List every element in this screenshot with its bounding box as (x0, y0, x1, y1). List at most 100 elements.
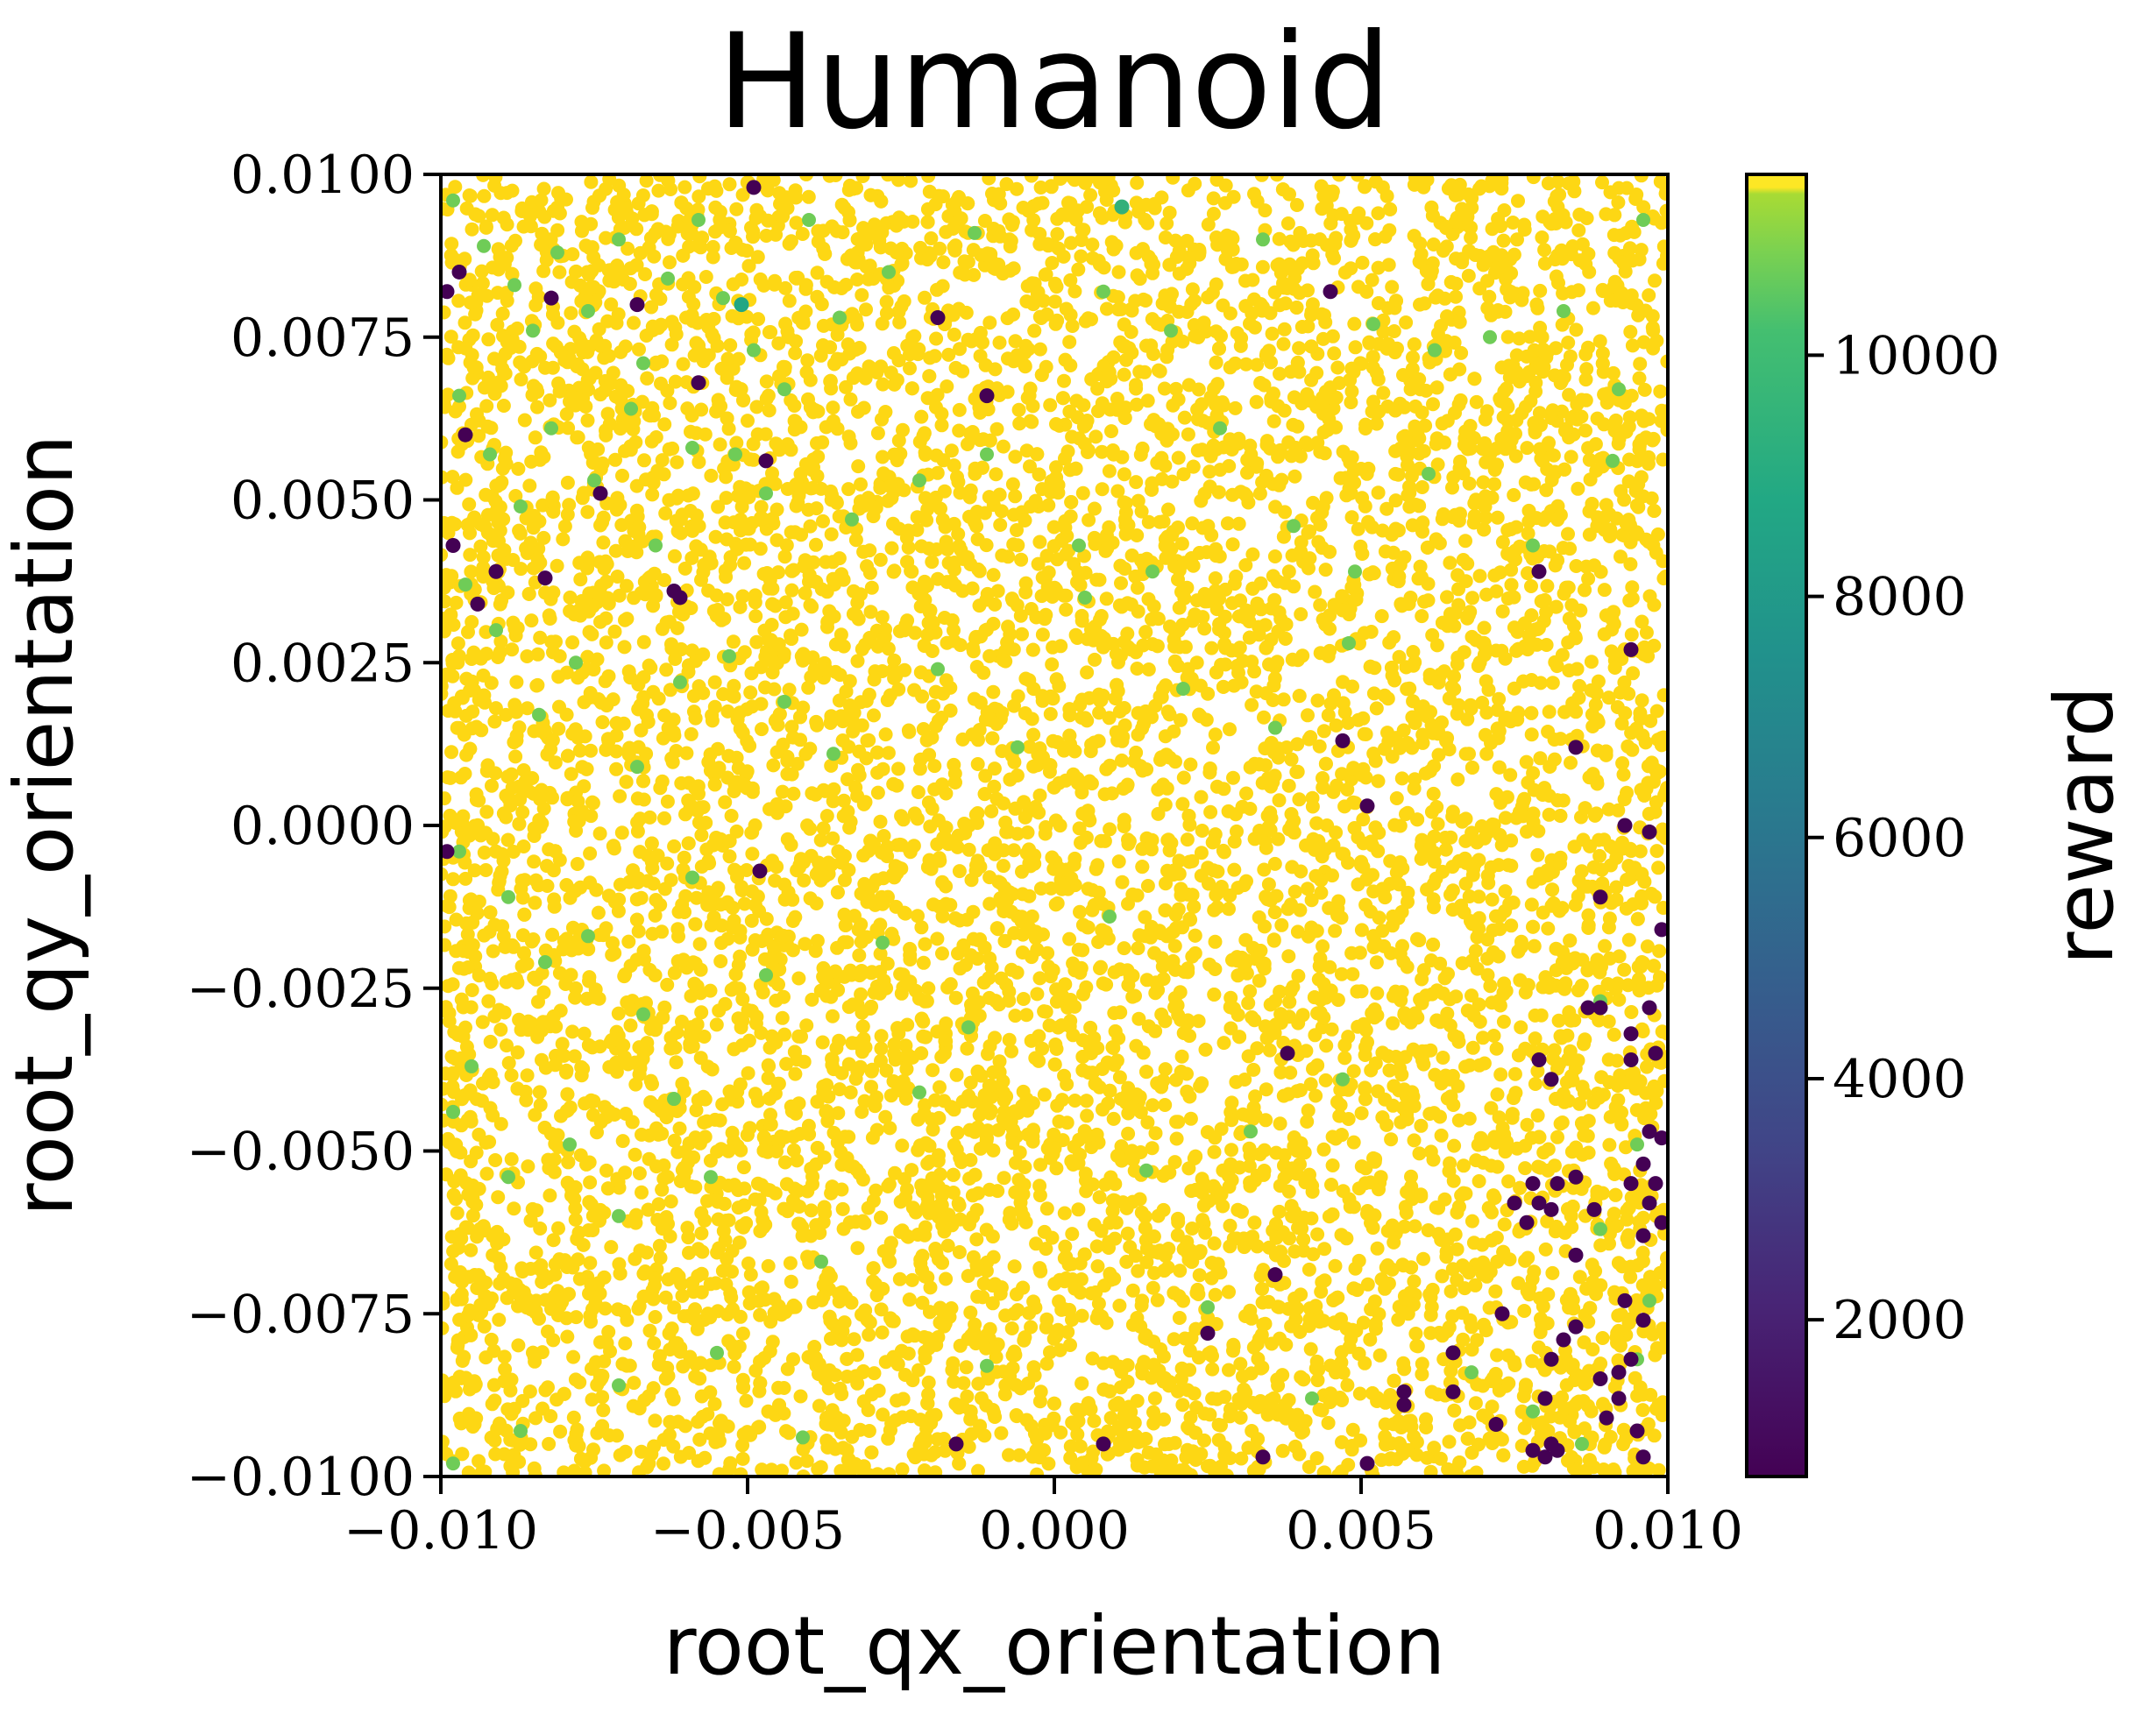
data-point (513, 355, 528, 370)
data-point (552, 265, 567, 280)
data-point (1549, 269, 1564, 284)
data-point (878, 727, 893, 742)
data-point (676, 357, 691, 372)
data-point (1347, 316, 1362, 331)
data-point (1542, 705, 1557, 719)
data-point (488, 174, 503, 185)
data-point (1080, 1108, 1095, 1123)
data-point (694, 1226, 709, 1241)
data-point (776, 209, 791, 223)
data-point (511, 1338, 526, 1353)
data-point (1371, 206, 1386, 221)
data-point (1175, 797, 1190, 811)
data-point (1181, 427, 1195, 442)
data-point (888, 1165, 902, 1180)
data-point (1472, 1174, 1486, 1188)
data-point (1063, 196, 1078, 211)
data-point (1649, 704, 1664, 719)
data-point (691, 455, 706, 470)
data-point (746, 325, 761, 340)
data-point (873, 552, 888, 567)
data-point (612, 588, 627, 603)
data-point (993, 518, 1008, 532)
data-point (789, 216, 804, 230)
data-point (743, 685, 758, 700)
data-point (579, 761, 594, 776)
data-point (1490, 457, 1504, 472)
data-point (1254, 174, 1269, 182)
data-point (1224, 1143, 1238, 1158)
data-point (469, 1092, 484, 1107)
data-point (1192, 707, 1207, 722)
data-point (1280, 216, 1295, 230)
data-point (1183, 1111, 1198, 1126)
data-point (1623, 556, 1638, 571)
data-point (1632, 371, 1647, 386)
data-point (1183, 912, 1198, 927)
data-point (943, 897, 958, 912)
data-point (477, 928, 492, 943)
data-point (883, 1121, 897, 1136)
data-point (1131, 1011, 1146, 1026)
data-point (1049, 1161, 1064, 1176)
data-point (874, 1302, 889, 1317)
data-point (895, 1410, 910, 1425)
data-point (1442, 1434, 1457, 1449)
data-point (1561, 336, 1576, 350)
data-point (1188, 176, 1202, 191)
data-point (533, 630, 548, 645)
data-point (1193, 1079, 1208, 1094)
data-point (510, 321, 525, 336)
data-point (1305, 790, 1320, 805)
data-point (1160, 216, 1174, 230)
data-point (639, 174, 654, 188)
data-point (749, 400, 764, 414)
data-point (570, 857, 585, 871)
data-point (1248, 1089, 1263, 1104)
data-point (1008, 1009, 1023, 1023)
data-point (1135, 1293, 1150, 1308)
data-point (599, 635, 613, 650)
data-point (739, 1393, 754, 1408)
data-point (801, 189, 816, 204)
data-point (474, 264, 489, 279)
data-point (1606, 1027, 1621, 1042)
data-point (1216, 845, 1231, 860)
data-point (788, 346, 803, 360)
data-point (723, 338, 738, 352)
data-point (758, 680, 772, 695)
data-point (996, 859, 1011, 874)
data-point (1088, 536, 1103, 551)
data-point (1049, 417, 1063, 431)
data-point (1167, 724, 1181, 739)
data-point (1172, 1311, 1187, 1325)
data-point (1430, 457, 1445, 472)
data-point (1201, 519, 1216, 534)
data-point (1093, 613, 1107, 627)
data-point (1524, 897, 1539, 912)
data-point (1058, 977, 1073, 992)
data-point (1545, 1265, 1560, 1280)
data-point (862, 1328, 876, 1342)
data-point (1489, 1230, 1504, 1245)
data-point (926, 1063, 940, 1078)
data-point (1572, 1096, 1587, 1111)
data-point (886, 1314, 901, 1328)
data-point (1055, 532, 1070, 547)
data-point (1491, 303, 1506, 317)
data-point (1255, 259, 1270, 274)
data-point (1169, 1131, 1184, 1146)
data-point (1141, 662, 1156, 676)
data-point (629, 503, 644, 518)
data-point (1486, 1029, 1501, 1043)
data-point (1252, 910, 1266, 924)
data-point (1030, 987, 1045, 1002)
data-point (584, 1314, 598, 1329)
data-point (1206, 207, 1221, 221)
data-point (1416, 443, 1431, 458)
data-point (1561, 1094, 1576, 1108)
data-point (1223, 1000, 1238, 1015)
data-point (1290, 924, 1305, 939)
data-point (862, 543, 877, 558)
data-point (1371, 774, 1386, 789)
